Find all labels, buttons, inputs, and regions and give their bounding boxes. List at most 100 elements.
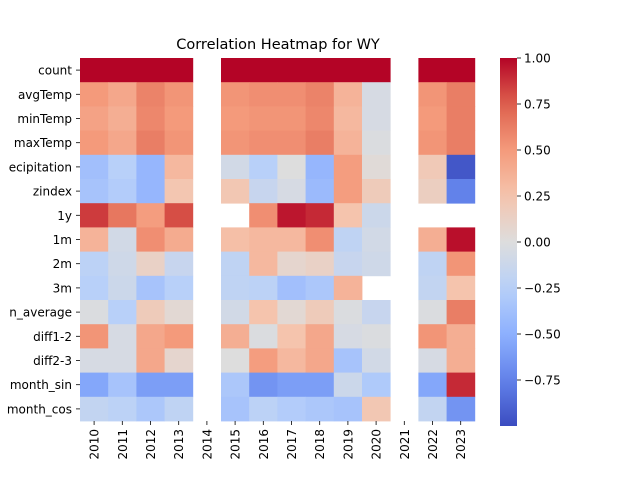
y-tick-label: diff2-3: [33, 354, 72, 368]
x-tick-label: 2021: [398, 429, 412, 460]
heatmap-cell: [305, 372, 335, 398]
heatmap-cell: [333, 179, 363, 204]
heatmap-cell: [164, 154, 194, 180]
heatmap-cell: [362, 372, 391, 398]
heatmap-cell: [333, 130, 363, 156]
y-tick-label: 1m: [53, 233, 72, 247]
x-tick-label: 2020: [370, 429, 384, 460]
y-tick-label: month_sin: [10, 378, 72, 392]
heatmap-cell: [418, 372, 447, 398]
colorbar-tick-label: 0.25: [524, 190, 551, 204]
heatmap-cell: [108, 106, 137, 131]
heatmap-cell: [277, 372, 306, 398]
heatmap-cell: [277, 300, 306, 325]
heatmap-cell: [362, 82, 391, 107]
heatmap-cell: [136, 324, 165, 349]
heatmap-cell: [362, 203, 391, 228]
x-tick-label: 2010: [88, 429, 102, 460]
heatmap-cell: [249, 396, 278, 422]
heatmap-cell: [80, 300, 109, 325]
heatmap-cell: [164, 227, 194, 252]
heatmap-cell: [305, 82, 335, 107]
heatmap-cell: [221, 372, 250, 398]
x-tick-label: 2017: [285, 429, 299, 460]
heatmap-cell: [221, 300, 250, 325]
heatmap-cell: [80, 372, 109, 398]
heatmap-cell: [249, 372, 278, 398]
heatmap-cell: [277, 179, 306, 204]
y-tick-label: n_average: [9, 306, 72, 320]
heatmap-cell: [446, 227, 476, 252]
heatmap-cell: [362, 154, 391, 180]
heatmap-cell: [136, 300, 165, 325]
heatmap-cell: [249, 275, 278, 301]
heatmap-cell: [108, 130, 137, 156]
heatmap-cell: [164, 348, 194, 373]
heatmap-cell: [418, 348, 447, 373]
x-tick-label: 2014: [200, 429, 214, 460]
heatmap-cell: [80, 58, 109, 83]
x-tick-label: 2022: [426, 429, 440, 460]
y-tick-label: count: [38, 64, 72, 78]
colorbar-tick-label: −0.25: [524, 282, 561, 296]
heatmap-cell: [80, 203, 109, 228]
x-tick-label: 2019: [341, 429, 355, 460]
y-tick-label: 3m: [53, 281, 72, 295]
heatmap-cell: [249, 203, 278, 228]
heatmap-cell: [418, 106, 447, 131]
heatmap-cell: [362, 324, 391, 349]
heatmap-cell: [249, 106, 278, 131]
heatmap-cell: [136, 58, 165, 83]
heatmap-cell: [333, 396, 363, 422]
heatmap-cell: [164, 203, 194, 228]
heatmap-cell: [221, 396, 250, 422]
heatmap-cell: [136, 251, 165, 277]
colorbar-tick-label: −0.75: [524, 374, 561, 388]
colorbar-tick-label: 1.00: [524, 52, 551, 66]
y-axis-labels: count avgTemp minTemp maxTemp ecipitation zin…: [7, 64, 80, 416]
heatmap-cell: [277, 106, 306, 131]
heatmap-cell: [221, 106, 250, 131]
heatmap-cell: [136, 348, 165, 373]
heatmap-cell: [305, 179, 335, 204]
heatmap-cell: [249, 348, 278, 373]
heatmap-cell: [80, 130, 109, 156]
y-tick-label: maxTemp: [14, 136, 72, 150]
heatmap-cell: [249, 251, 278, 277]
heatmap-cell: [418, 275, 447, 301]
heatmap-cell: [221, 227, 250, 252]
heatmap-cell: [136, 154, 165, 180]
heatmap-cell: [362, 130, 391, 156]
heatmap-cell: [277, 58, 306, 83]
heatmap-cell: [249, 130, 278, 156]
heatmap-cell: [80, 106, 109, 131]
heatmap-cell: [221, 251, 250, 277]
heatmap-cell: [164, 300, 194, 325]
heatmap-cell: [80, 324, 109, 349]
heatmap-cell: [362, 179, 391, 204]
heatmap-cell: [418, 251, 447, 277]
heatmap-cell: [108, 154, 137, 180]
heatmap-cell: [136, 372, 165, 398]
heatmap-cell: [108, 58, 137, 83]
heatmap-cell: [164, 179, 194, 204]
heatmap-cell: [136, 82, 165, 107]
heatmap-cell: [418, 130, 447, 156]
heatmap-cell: [362, 251, 391, 277]
heatmap-cell: [164, 275, 194, 301]
heatmap-cell: [446, 396, 476, 422]
heatmap-cell: [108, 275, 137, 301]
heatmap-cell: [249, 58, 278, 83]
heatmap-cell: [333, 106, 363, 131]
heatmap-cell: [362, 227, 391, 252]
heatmap-cell: [164, 58, 194, 83]
heatmap-cell: [80, 154, 109, 180]
heatmap-cell: [80, 275, 109, 301]
heatmap-cell: [333, 372, 363, 398]
y-tick-label: 1y: [57, 209, 72, 223]
heatmap-cell: [333, 154, 363, 180]
heatmap-cell: [446, 106, 476, 131]
heatmap-cell: [164, 324, 194, 349]
heatmap-cell: [277, 396, 306, 422]
